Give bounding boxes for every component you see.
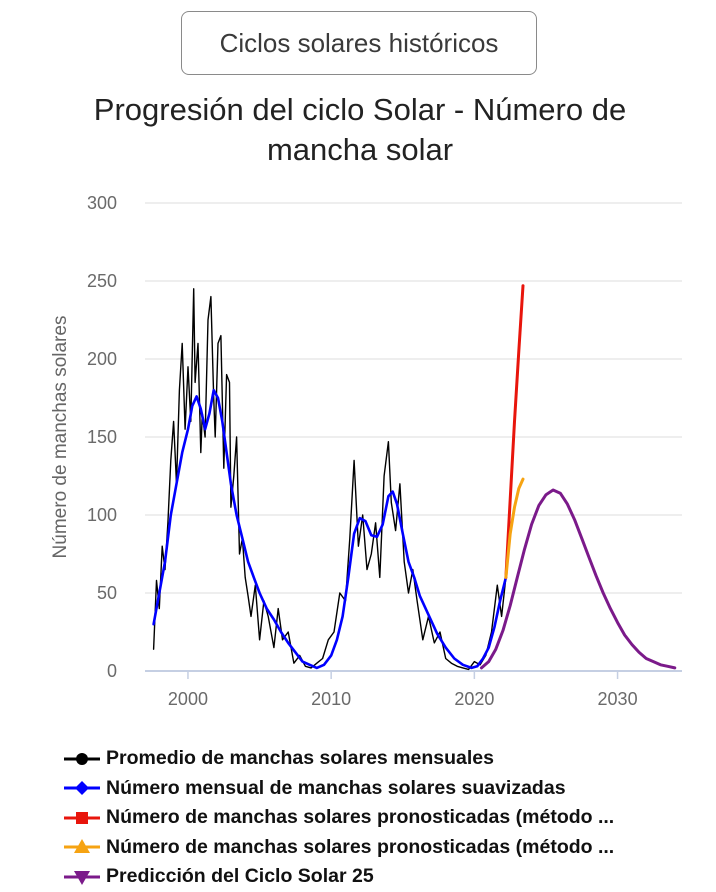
series-line-1	[152, 388, 508, 670]
series-lines	[152, 284, 677, 671]
legend-label: Número de manchas solares pronosticadas …	[106, 806, 615, 829]
y-tick-label: 150	[87, 427, 117, 447]
diamond-marker-icon	[64, 781, 100, 796]
legend-label: Número de manchas solares pronosticadas …	[106, 835, 615, 858]
grid-lines	[145, 202, 682, 679]
y-tick-label: 250	[87, 271, 117, 291]
square-marker-icon	[64, 811, 100, 824]
y-tick-label: 0	[107, 661, 117, 681]
legend-item-4[interactable]: Predicción del Ciclo Solar 25	[62, 862, 702, 892]
legend-label: Promedio de manchas solares mensuales	[106, 747, 495, 770]
legend-label: Número mensual de manchas solares suaviz…	[106, 776, 566, 799]
x-tick-label: 2030	[598, 689, 638, 709]
legend: Promedio de manchas solares mensuales Núm…	[62, 744, 702, 892]
series-line-3	[504, 477, 525, 579]
y-tick-label: 50	[97, 583, 117, 603]
y-tick-label: 300	[87, 193, 117, 213]
legend-item-0[interactable]: Promedio de manchas solares mensuales	[62, 744, 702, 774]
x-tick-labels: 2000 2010 2020 2030	[168, 689, 638, 709]
circle-marker-icon	[64, 752, 100, 765]
legend-label: Predicción del Ciclo Solar 25	[106, 865, 374, 888]
chart-title: Progresión del ciclo Solar - Número de m…	[93, 92, 627, 167]
sunspot-chart: 0 50 100 150 200 250 300 2000 2010 2020 2030 Núme…	[50, 193, 682, 709]
x-tick-label: 2000	[168, 689, 208, 709]
y-tick-label: 200	[87, 349, 117, 369]
x-tick-label: 2020	[454, 689, 494, 709]
y-axis-label: Número de manchas solares	[50, 316, 71, 559]
series-line-4	[480, 488, 677, 670]
series-line-0	[152, 288, 507, 671]
triangle-down-marker-icon	[64, 870, 100, 885]
series-line-2	[504, 284, 525, 579]
x-tick-label: 2010	[311, 689, 351, 709]
historical-cycles-button[interactable]: Ciclos solares históricos	[181, 11, 537, 75]
legend-item-3[interactable]: Número de manchas solares pronosticadas …	[62, 833, 702, 863]
triangle-up-marker-icon	[64, 839, 100, 854]
y-tick-label: 100	[87, 505, 117, 525]
y-tick-labels: 0 50 100 150 200 250 300	[87, 193, 117, 681]
legend-item-2[interactable]: Número de manchas solares pronosticadas …	[62, 803, 702, 833]
legend-item-1[interactable]: Número mensual de manchas solares suaviz…	[62, 774, 702, 804]
